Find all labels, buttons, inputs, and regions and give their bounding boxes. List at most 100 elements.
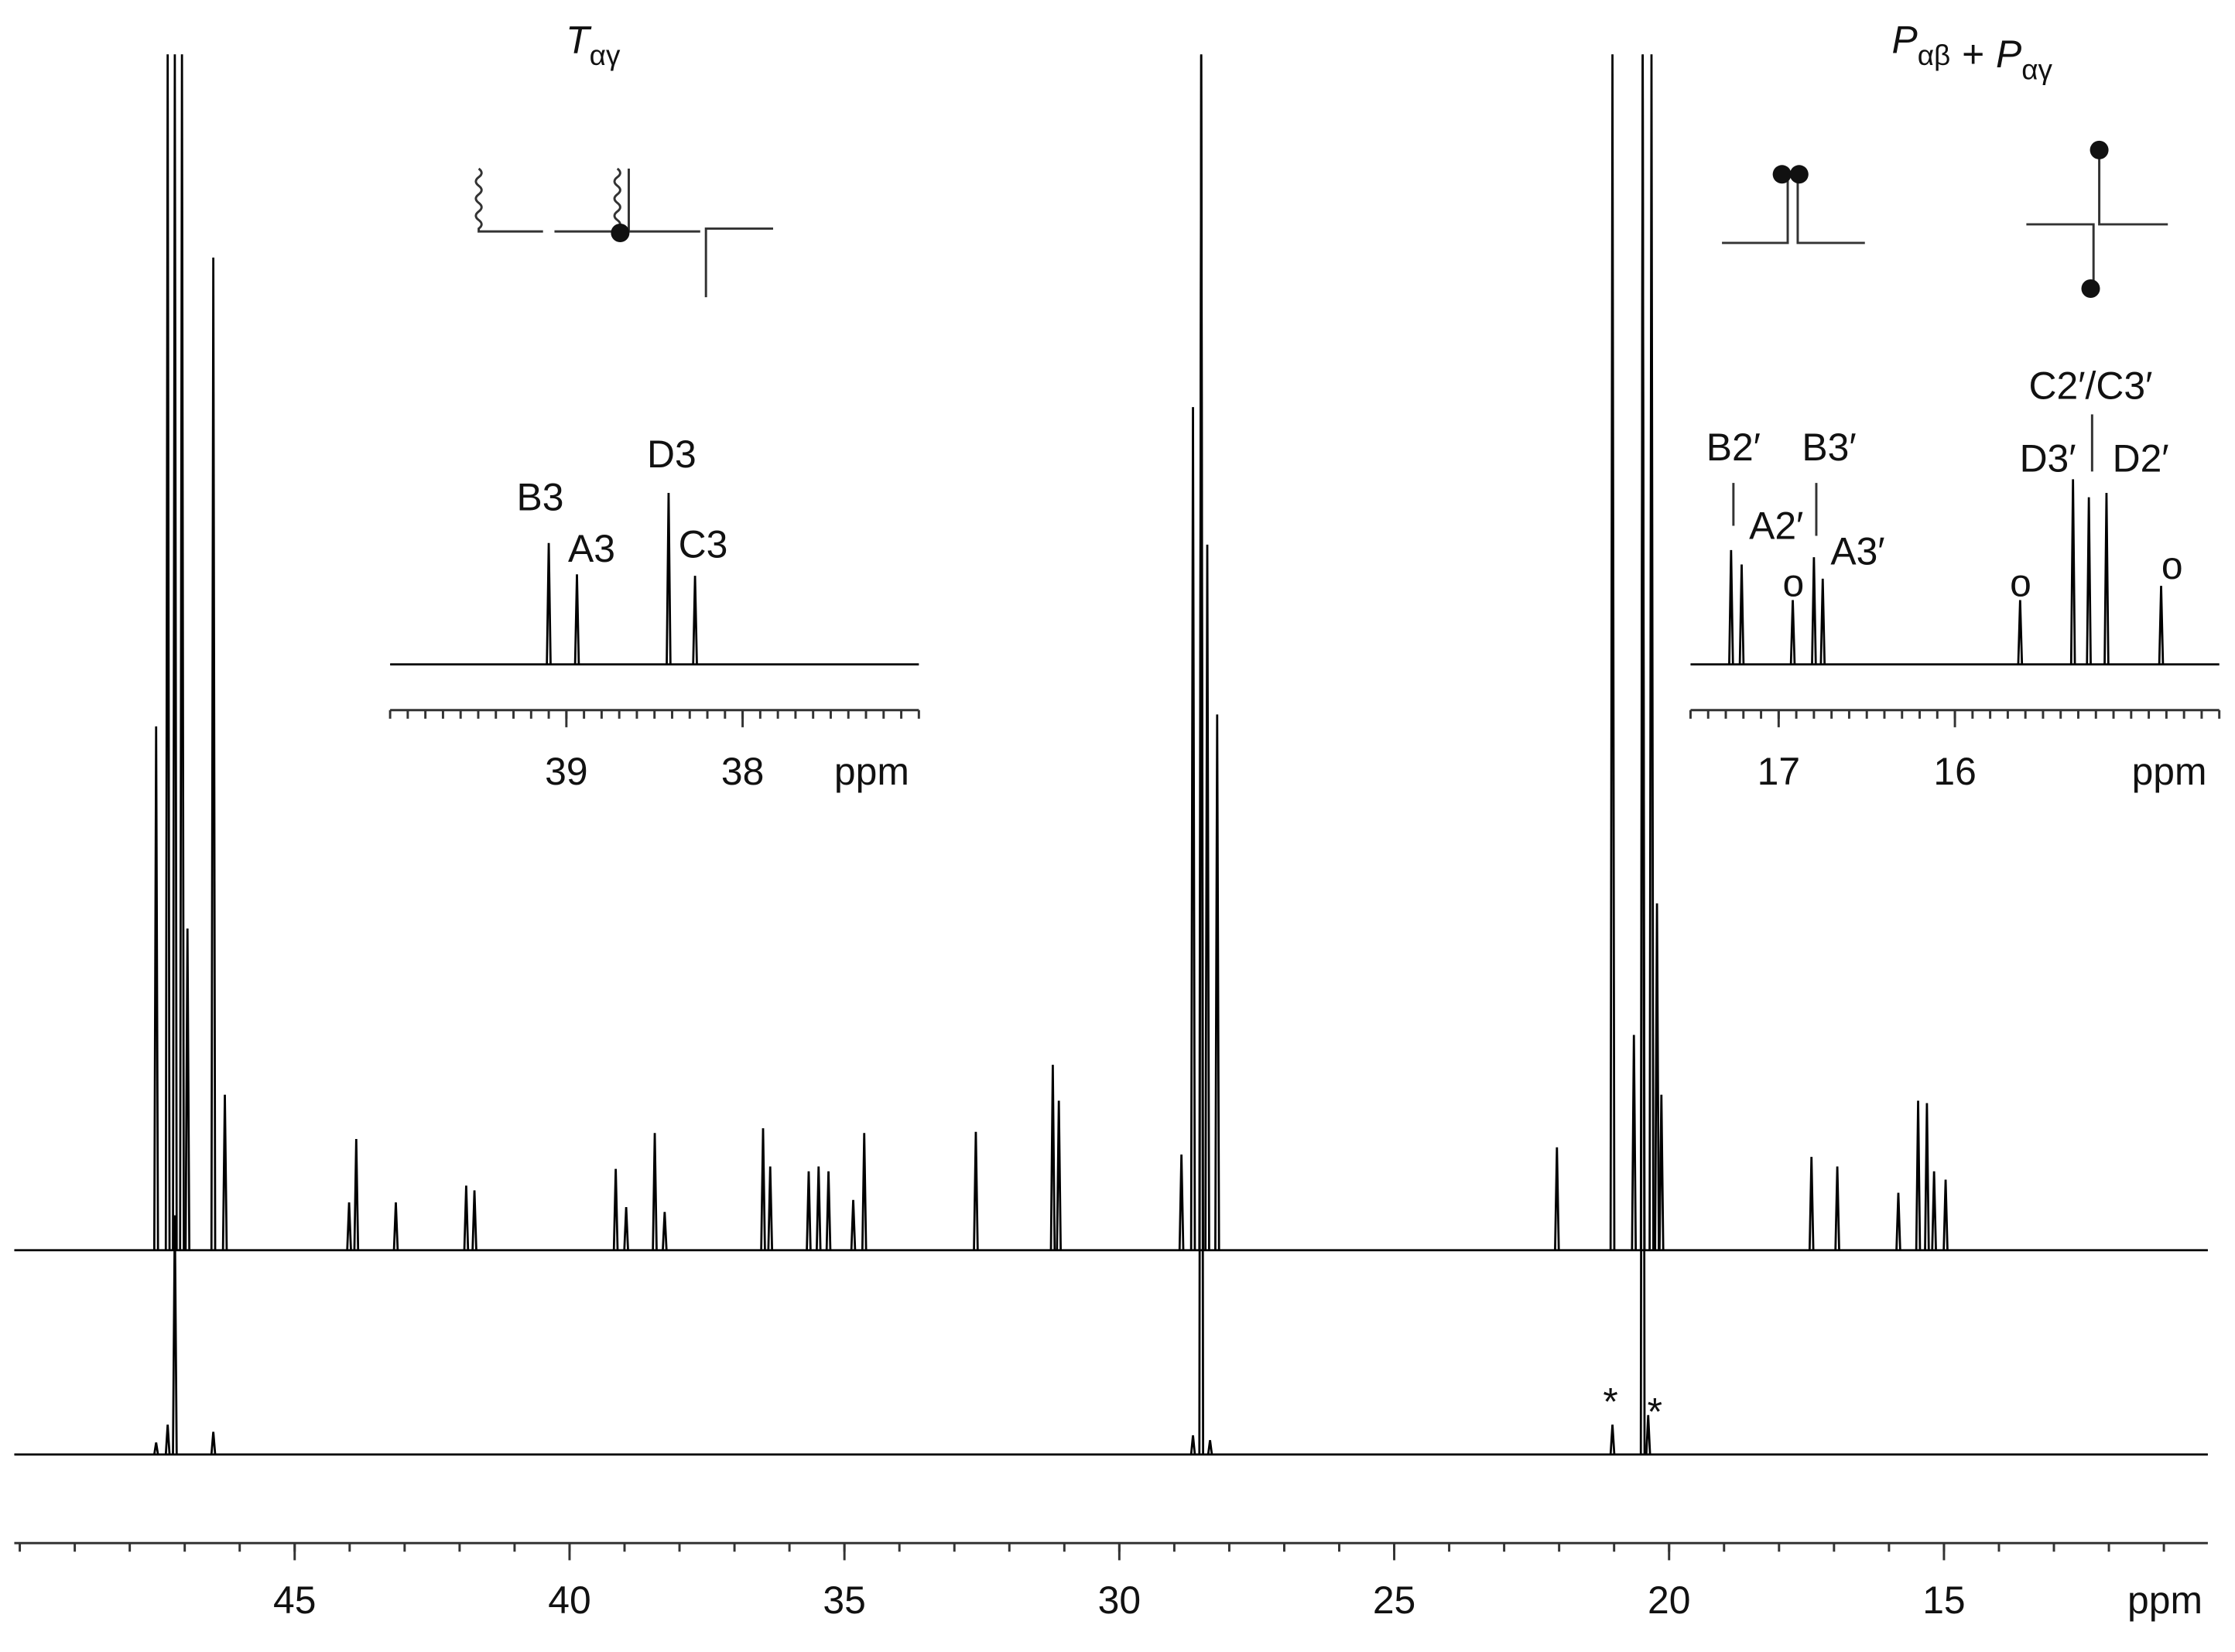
annotation: o: [2010, 561, 2031, 604]
peak: [1931, 1171, 1937, 1250]
peak: [1738, 564, 1745, 665]
plot: [1690, 479, 2220, 666]
annotation: A3: [568, 527, 615, 570]
peak: [1609, 54, 1616, 1250]
annotation: o: [2161, 544, 2183, 587]
peak: [666, 493, 672, 665]
x-tick-label: 30: [1098, 1578, 1141, 1622]
peak: [1645, 1414, 1651, 1455]
annotation: C2′/C3′: [2029, 364, 2153, 407]
peak: [1648, 54, 1655, 1250]
x-axis-label: ppm: [2127, 1578, 2202, 1622]
annotation: A2′: [1749, 504, 1803, 547]
annotation: B3′: [1802, 426, 1856, 469]
peak: [1658, 1094, 1665, 1250]
peak: [767, 1166, 774, 1250]
peak: [1178, 1154, 1185, 1250]
x-axis-label: ppm: [834, 750, 909, 793]
annotation: B3: [517, 475, 564, 518]
peak: [1789, 600, 1796, 665]
peak: [1639, 55, 1646, 1455]
peak: [1915, 1100, 1922, 1250]
inset-title: Pαβ + Pαγ: [1891, 19, 2052, 86]
plot: [390, 493, 919, 666]
peak: [1819, 578, 1826, 665]
title-text: P: [1891, 19, 1917, 62]
peak: [815, 1166, 822, 1250]
peak: [1056, 1100, 1062, 1250]
peak: [1924, 1103, 1930, 1250]
title-sub: αγ: [590, 39, 621, 71]
peak: [1811, 557, 1817, 665]
peak: [973, 1131, 979, 1250]
peak: [1728, 549, 1734, 665]
annotation: A3′: [1830, 530, 1884, 573]
title-text: T: [566, 19, 592, 62]
peak: [546, 542, 552, 665]
plot: [14, 54, 2208, 1456]
annotation: D3′: [2020, 437, 2076, 481]
peak: [861, 1133, 868, 1250]
peak: [692, 576, 698, 665]
structure-t: [474, 167, 773, 298]
chart: 45 40 35 30 25 20 15 ppm * *: [14, 54, 2208, 1622]
peak: [825, 1171, 832, 1250]
peak: [172, 1215, 178, 1455]
x-tick-label: 15: [1922, 1578, 1965, 1622]
annotation: *: [1648, 1390, 1662, 1433]
title-sub: αγ: [2021, 53, 2052, 85]
x-tick-label: 25: [1373, 1578, 1415, 1622]
peak: [1631, 1035, 1638, 1250]
peak: [1895, 1192, 1901, 1250]
peak: [612, 1168, 619, 1250]
peak: [210, 257, 217, 1250]
peak: [573, 574, 580, 665]
peak: [1189, 407, 1196, 1250]
peak: [1654, 903, 1660, 1250]
peak: [1204, 544, 1210, 1250]
x-tick-label: 38: [721, 750, 764, 793]
x-tick-label: 45: [273, 1578, 316, 1622]
peak: [2017, 600, 2024, 665]
peak: [1834, 1166, 1840, 1250]
peak: [2086, 497, 2092, 665]
peak: [463, 1185, 470, 1250]
peak: [164, 54, 171, 1250]
peak: [662, 1212, 668, 1250]
peak: [471, 1190, 477, 1250]
inset-title: Tαγ: [566, 19, 621, 71]
structure-p-ag: [2026, 140, 2168, 299]
peak: [346, 1202, 352, 1250]
x-tick-label: 20: [1648, 1578, 1690, 1622]
peak: [760, 1128, 766, 1250]
peak: [1214, 714, 1220, 1250]
peak: [1189, 1435, 1196, 1455]
peak: [1942, 1179, 1949, 1250]
peak: [1049, 1065, 1056, 1250]
peak: [184, 928, 191, 1250]
peak: [1554, 1147, 1560, 1250]
title-sub: αβ: [1918, 39, 1951, 71]
peak: [1198, 55, 1204, 1455]
peak: [1808, 1157, 1815, 1250]
peak: [172, 54, 178, 1250]
peak: [2069, 479, 2076, 665]
x-tick-label: 39: [545, 750, 587, 793]
peak: [179, 54, 185, 1250]
peak: [1206, 1440, 1213, 1455]
x-tick-label: 35: [823, 1578, 865, 1622]
peak: [2158, 586, 2165, 665]
structure-p-ab: [1722, 165, 1865, 245]
peak: [850, 1199, 857, 1250]
peak: [806, 1171, 812, 1250]
annotation: B2′: [1706, 426, 1761, 469]
peak: [210, 1431, 217, 1455]
peak: [623, 1207, 629, 1250]
peak: [221, 1094, 228, 1250]
peak: [164, 1425, 171, 1455]
title-text: +: [1962, 32, 1984, 76]
x-tick-label: 40: [548, 1578, 590, 1622]
